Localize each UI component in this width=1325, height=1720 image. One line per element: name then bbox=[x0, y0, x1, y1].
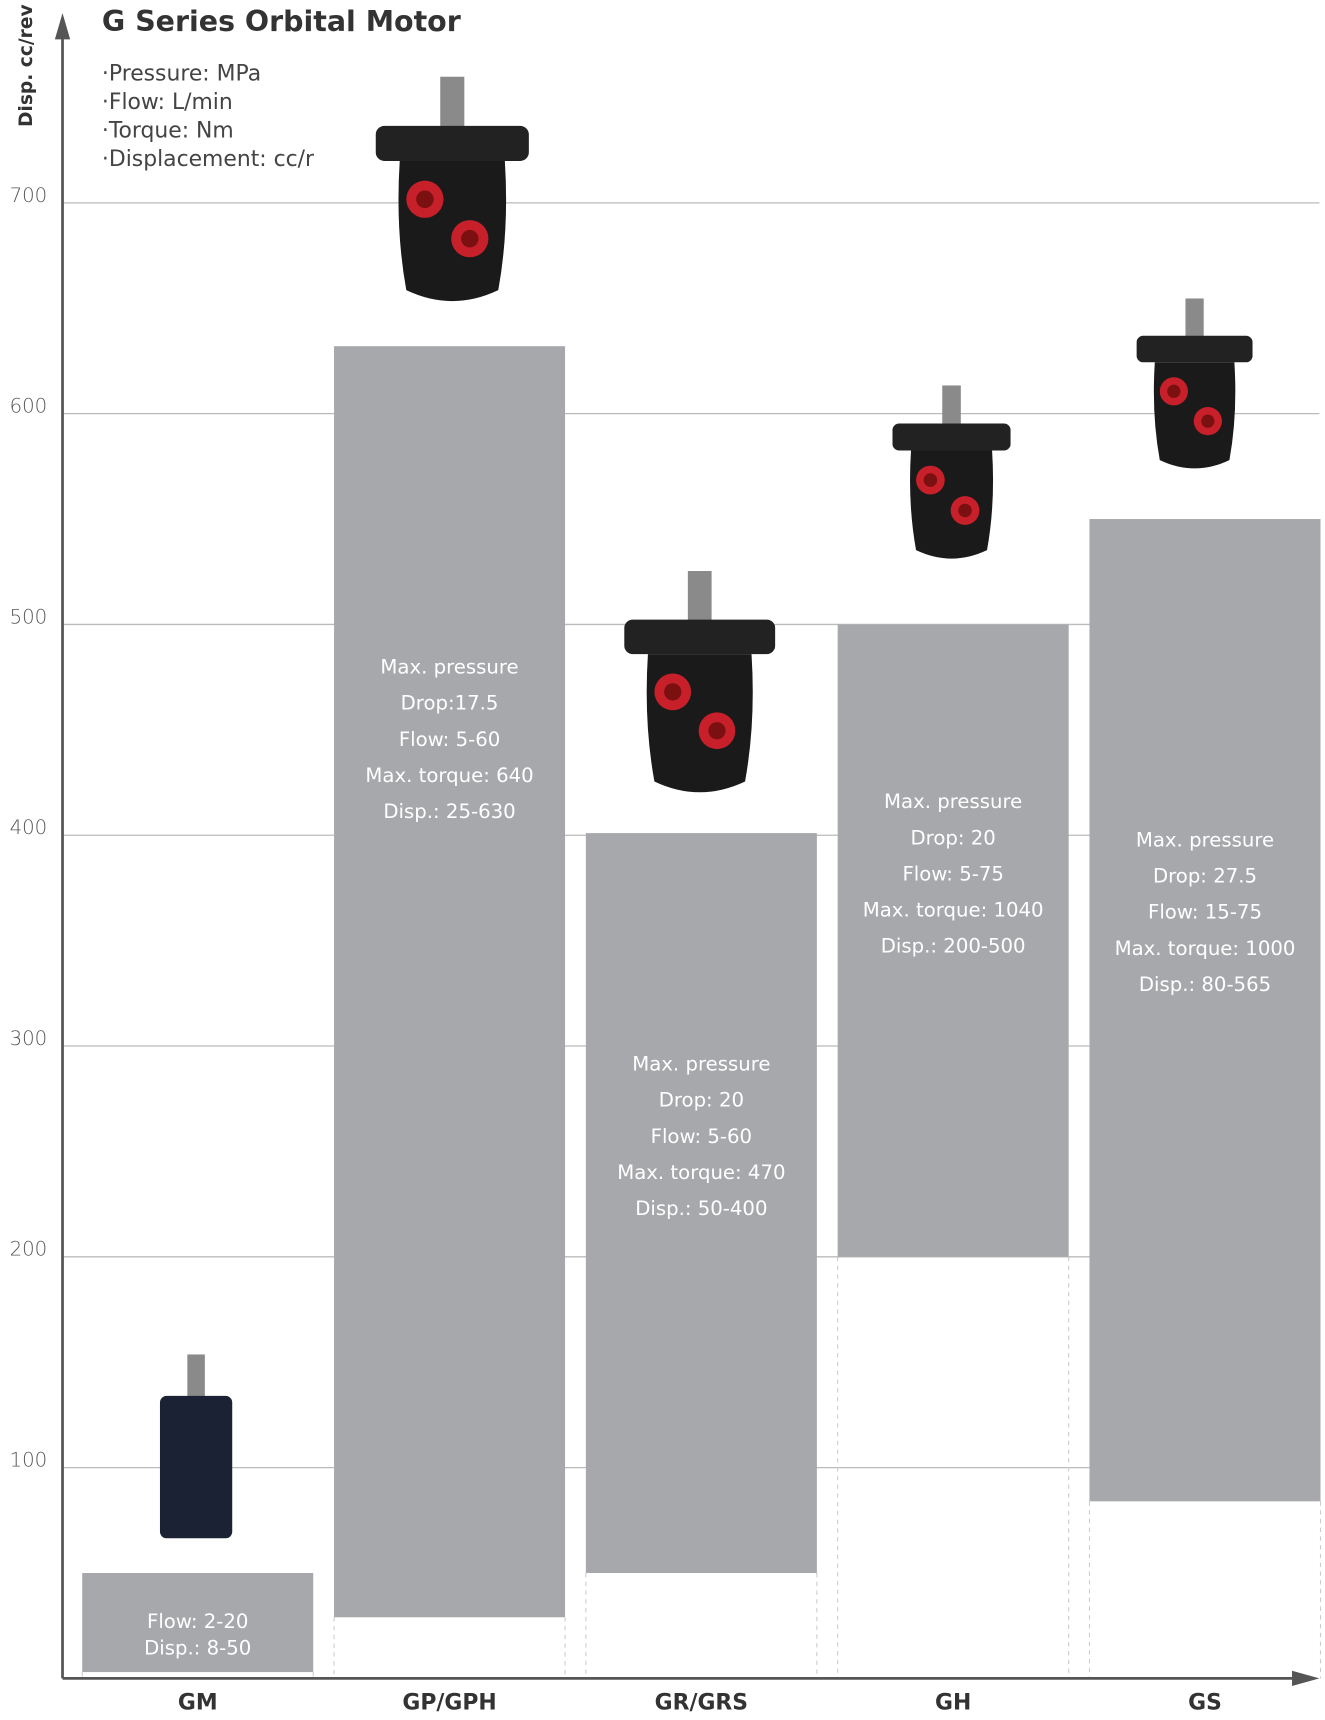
bar-note: Disp.: 25-630 bbox=[383, 800, 515, 823]
bar-note: Max. torque: 470 bbox=[617, 1161, 785, 1184]
y-tick-label: 500 bbox=[10, 605, 48, 628]
bar bbox=[837, 624, 1069, 1257]
bar-note: Drop: 20 bbox=[911, 826, 996, 849]
y-axis-arrow bbox=[54, 13, 71, 40]
motor-image bbox=[624, 571, 776, 793]
info-line: ·Torque: Nm bbox=[102, 118, 234, 143]
bar-note: Max. pressure bbox=[380, 656, 518, 679]
y-tick-label: 100 bbox=[10, 1449, 48, 1472]
y-tick-label: 700 bbox=[10, 184, 48, 207]
info-line: ·Flow: L/min bbox=[102, 90, 233, 115]
x-tick-label: GH bbox=[935, 1691, 971, 1716]
y-tick-label: 600 bbox=[10, 395, 48, 418]
motor-image bbox=[375, 76, 529, 302]
guide-line bbox=[585, 1572, 818, 1679]
bar-note: Max. pressure bbox=[1136, 828, 1274, 851]
x-tick-label: GR/GRS bbox=[655, 1691, 748, 1716]
guide-line bbox=[333, 1617, 566, 1679]
bar bbox=[585, 833, 817, 1573]
bar-note: Flow: 5-60 bbox=[399, 728, 500, 751]
chart-title: G Series Orbital Motor bbox=[102, 5, 461, 38]
bars: GM Flow: 2-20 Disp.: 8-50 GP/GPH Max. pressu… bbox=[81, 346, 1322, 1716]
bar-note: Drop:17.5 bbox=[401, 692, 499, 715]
guide-line bbox=[1088, 1501, 1322, 1679]
y-tick-label: 300 bbox=[10, 1027, 48, 1050]
guide-line bbox=[81, 1672, 314, 1679]
x-tick-label: GP/GPH bbox=[402, 1691, 496, 1716]
bar-note: Flow: 15-75 bbox=[1148, 901, 1262, 924]
y-axis-label: Disp. cc/rev bbox=[16, 4, 37, 127]
bar bbox=[82, 1572, 314, 1673]
bar-note: Max. torque: 640 bbox=[365, 764, 533, 787]
bar-note: Max. pressure bbox=[632, 1053, 770, 1076]
bar bbox=[1089, 519, 1321, 1502]
bar-note: Flow: 5-60 bbox=[651, 1125, 752, 1148]
bar-note: Disp.: 200-500 bbox=[881, 935, 1026, 958]
bar-note: Disp.: 8-50 bbox=[144, 1636, 251, 1659]
motor-image bbox=[1136, 298, 1253, 469]
bar-note: Max. torque: 1040 bbox=[863, 899, 1044, 922]
y-tick-label: 200 bbox=[10, 1238, 48, 1261]
bar-note: Max. torque: 1000 bbox=[1115, 937, 1296, 960]
x-tick-label: GM bbox=[178, 1691, 218, 1716]
axes bbox=[61, 24, 1303, 1680]
info-line: ·Pressure: MPa bbox=[102, 61, 261, 86]
info-line: ·Displacement: cc/r bbox=[102, 147, 314, 172]
bar-note: Drop: 27.5 bbox=[1153, 865, 1257, 888]
bar-note: Disp.: 80-565 bbox=[1139, 973, 1271, 996]
bar-note: Disp.: 50-400 bbox=[635, 1197, 767, 1220]
guide-line bbox=[837, 1256, 1070, 1679]
bar-note: Flow: 2-20 bbox=[147, 1610, 248, 1633]
motor-image bbox=[892, 385, 1011, 559]
x-axis-arrow bbox=[1292, 1670, 1320, 1687]
bar-note: Flow: 5-75 bbox=[902, 862, 1003, 885]
bar bbox=[334, 346, 566, 1618]
bar-note: Max. pressure bbox=[884, 790, 1022, 813]
x-tick-label: GS bbox=[1188, 1691, 1222, 1716]
bar-note: Drop: 20 bbox=[659, 1089, 744, 1112]
motor-image bbox=[159, 1354, 233, 1539]
y-tick-label: 400 bbox=[10, 816, 48, 839]
info: ·Pressure: MPa ·Flow: L/min ·Torque: Nm ·Di… bbox=[102, 61, 314, 171]
